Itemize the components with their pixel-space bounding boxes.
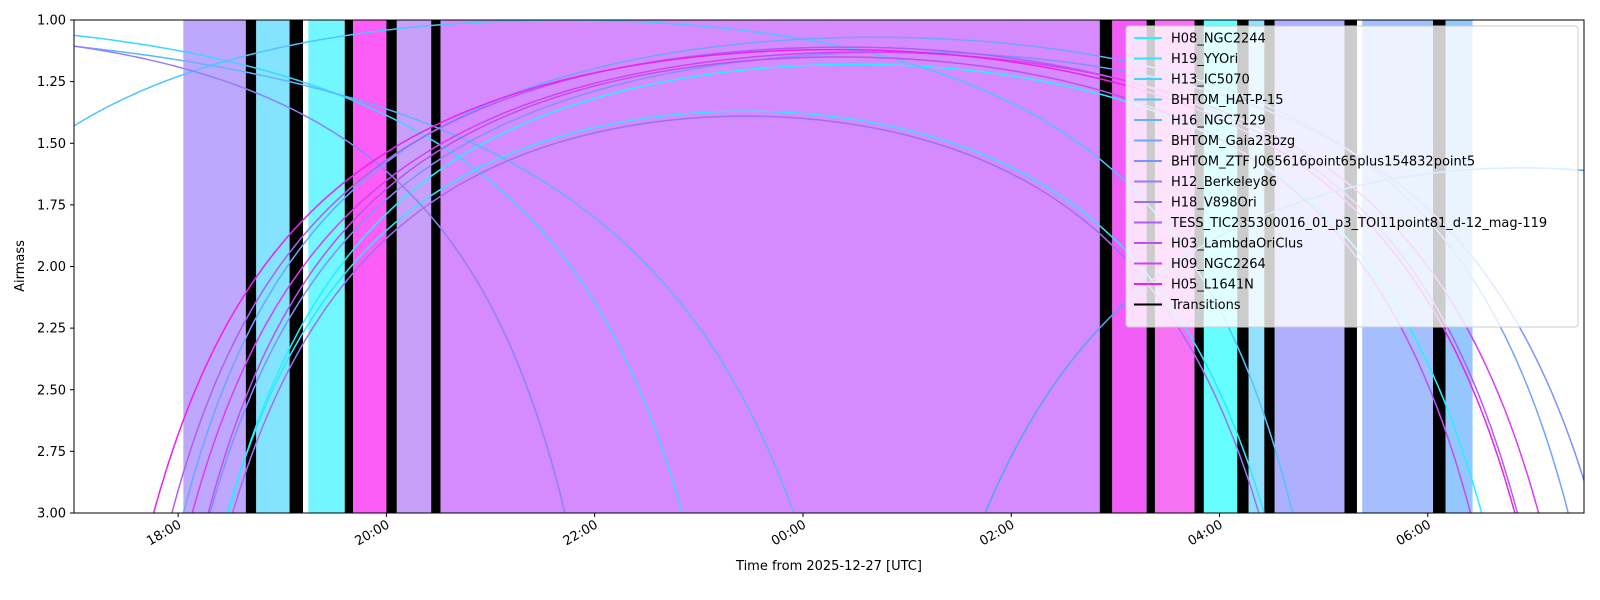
observation-block (256, 20, 290, 513)
legend-entry: H19_YYOri (1171, 52, 1238, 67)
airmass-line (74, 20, 1294, 513)
legend-entry: H18_V898Ori (1171, 196, 1257, 211)
x-tick-label: 02:00 (977, 517, 1017, 549)
y-tick-label: 2.00 (37, 260, 66, 275)
x-axis-label: Time from 2025-12-27 [UTC] (735, 559, 922, 574)
legend-entry: BHTOM_HAT-P-15 (1171, 93, 1283, 108)
legend-entry: H16_NGC7129 (1171, 114, 1266, 129)
y-tick-label: 2.50 (37, 383, 66, 398)
x-tick-label: 22:00 (561, 517, 601, 549)
observation-block (344, 20, 354, 513)
airmass-line (231, 115, 1260, 513)
x-tick-label: 04:00 (1186, 517, 1226, 549)
legend-entry: H08_NGC2244 (1171, 32, 1266, 47)
observation-block (396, 20, 432, 513)
observation-block (245, 20, 257, 513)
y-axis-ticks: 1.00 1.25 1.50 1.75 2.00 2.25 2.50 2.75 3.00 (37, 14, 74, 522)
legend-entry: H12_Berkeley86 (1171, 175, 1277, 190)
observation-block (431, 20, 441, 513)
legend-entry: BHTOM_ZTF J065616point65plus154832point5 (1171, 155, 1475, 170)
legend-entry: H09_NGC2264 (1171, 257, 1266, 272)
legend: H08_NGC2244 H19_YYOri H13_IC5070 BHTOM_HAT-… (1125, 25, 1579, 328)
legend-entry: BHTOM_Gaia23bzg (1171, 134, 1295, 149)
observation-block (386, 20, 397, 513)
legend-entry: Transitions (1170, 298, 1241, 313)
x-tick-label: 20:00 (352, 517, 392, 549)
y-tick-label: 2.75 (37, 445, 66, 460)
y-tick-label: 1.50 (37, 137, 66, 152)
y-tick-label: 3.00 (37, 507, 66, 522)
observation-block (308, 20, 345, 513)
x-axis-ticks: 18:00 20:00 22:00 00:00 02:00 04:00 06:00 (144, 513, 1434, 549)
legend-entry: TESS_TIC235300016_01_p3_TOI11point81_d-1… (1170, 216, 1547, 231)
y-tick-label: 1.00 (37, 14, 66, 29)
observation-block (303, 20, 309, 513)
legend-entry: H13_IC5070 (1171, 73, 1250, 88)
airmass-line (74, 45, 795, 513)
airmass-line (226, 110, 1265, 513)
y-axis-label: Airmass (13, 240, 28, 292)
observation-block (289, 20, 304, 513)
x-tick-label: 00:00 (769, 517, 809, 549)
y-tick-label: 1.25 (37, 75, 66, 90)
y-tick-label: 2.25 (37, 322, 66, 337)
x-tick-label: 18:00 (144, 517, 184, 549)
observation-block (440, 20, 1100, 513)
legend-entry: H05_L1641N (1171, 278, 1254, 293)
airmass-line (74, 34, 684, 513)
legend-box (1125, 25, 1579, 328)
y-tick-label: 1.75 (37, 198, 66, 213)
observation-block (183, 20, 246, 513)
x-tick-label: 06:00 (1394, 517, 1434, 549)
observation-block (1099, 20, 1113, 513)
legend-entry: H03_LambdaOriClus (1171, 237, 1303, 252)
airmass-line (74, 45, 566, 513)
